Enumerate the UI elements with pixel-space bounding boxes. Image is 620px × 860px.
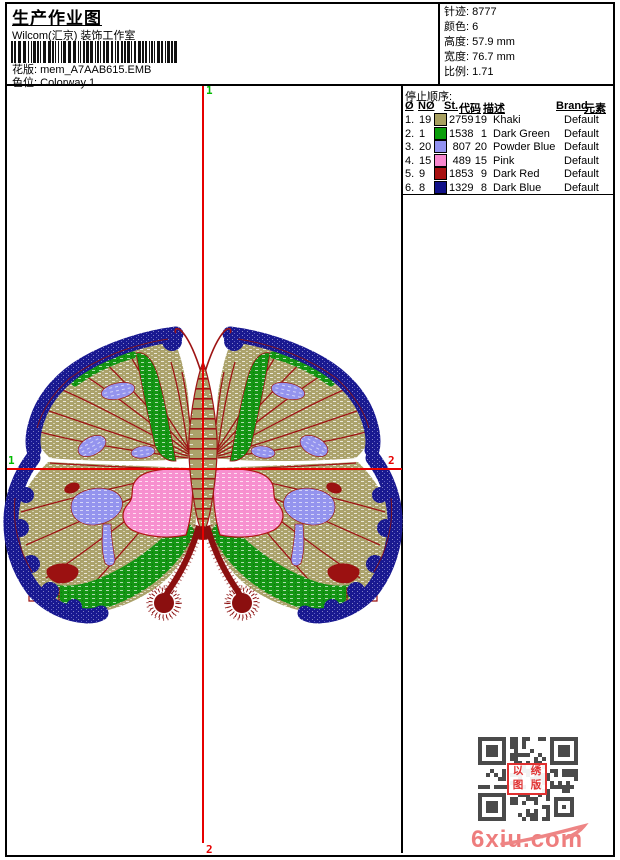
design-stats: 针迹: 8777 颜色: 6 高度: 57.9 mm 宽度: 76.7 mm 比… <box>444 5 515 80</box>
page-title: 生产作业图 <box>12 9 102 28</box>
marker-end-right: 2 <box>388 454 395 467</box>
marker-end-bottom: 2 <box>206 843 213 856</box>
colorway-line: 色位: Colorway 1 <box>12 74 95 90</box>
stat-stitches: 针迹: 8777 <box>444 6 497 18</box>
stat-width: 宽度: 76.7 mm <box>444 51 515 63</box>
stat-colors: 颜色: 6 <box>444 21 479 33</box>
qr-code <box>478 737 578 821</box>
col-header-elem: 元素 <box>584 103 606 115</box>
colorway-label: 色位: <box>12 77 38 89</box>
crosshair-horizontal <box>7 468 402 470</box>
stat-height: 高度: 57.9 mm <box>444 36 515 48</box>
marker-start-left: 1 <box>8 454 15 467</box>
right-column-divider <box>401 86 403 853</box>
thread-swatch <box>434 180 447 194</box>
table-row: 2. 1 1538 1 Dark Green Default <box>405 126 599 140</box>
thread-swatch <box>434 139 447 153</box>
qr-center-stamp: 以绣 图版 <box>507 763 547 795</box>
colorway-value: Colorway 1 <box>40 77 96 89</box>
col-header-code: 代码 <box>459 103 481 115</box>
barcode <box>11 41 177 63</box>
pattern-value: mem_A7AAB615.EMB <box>40 64 152 76</box>
table-row: 4. 15 489 15 Pink Default <box>405 153 599 167</box>
thread-swatch <box>434 126 447 140</box>
table-row: 5. 9 1853 9 Dark Red Default <box>405 166 599 180</box>
crosshair-vertical <box>202 86 204 843</box>
studio-subtitle: Wilcom(汇京) 装饰工作室 <box>12 30 136 42</box>
marker-start-top: 1 <box>206 84 213 97</box>
table-row: 6. 8 1329 8 Dark Blue Default <box>405 180 599 194</box>
table-bottom-border <box>403 194 613 195</box>
pattern-label: 花版: <box>12 64 38 76</box>
page-border <box>5 2 615 857</box>
pattern-file-line: 花版: mem_A7AAB615.EMB <box>12 61 151 77</box>
col-header-brand: Brand <box>556 100 588 112</box>
header-vertical-divider <box>438 2 440 84</box>
header-divider <box>5 84 615 86</box>
thread-swatch <box>434 153 447 167</box>
col-header-no: NØ <box>418 100 435 112</box>
thread-swatch <box>434 166 447 180</box>
thread-swatch <box>434 112 447 126</box>
col-header-st: St. <box>444 100 459 112</box>
col-header-o: Ø <box>405 100 414 112</box>
left-wing <box>11 329 201 620</box>
stat-scale: 比例: 1.71 <box>444 66 494 78</box>
watermark-swoosh <box>500 823 589 846</box>
table-row: 3. 20 807 20 Powder Blue Default <box>405 139 599 153</box>
butterfly-embroidery-design <box>0 318 420 628</box>
right-wing <box>205 329 395 620</box>
table-row: 1. 19 2759 19 Khaki Default <box>405 112 599 126</box>
stop-sequence-title: 停止顺序: <box>405 91 453 103</box>
col-header-desc: 描述 <box>483 103 505 115</box>
